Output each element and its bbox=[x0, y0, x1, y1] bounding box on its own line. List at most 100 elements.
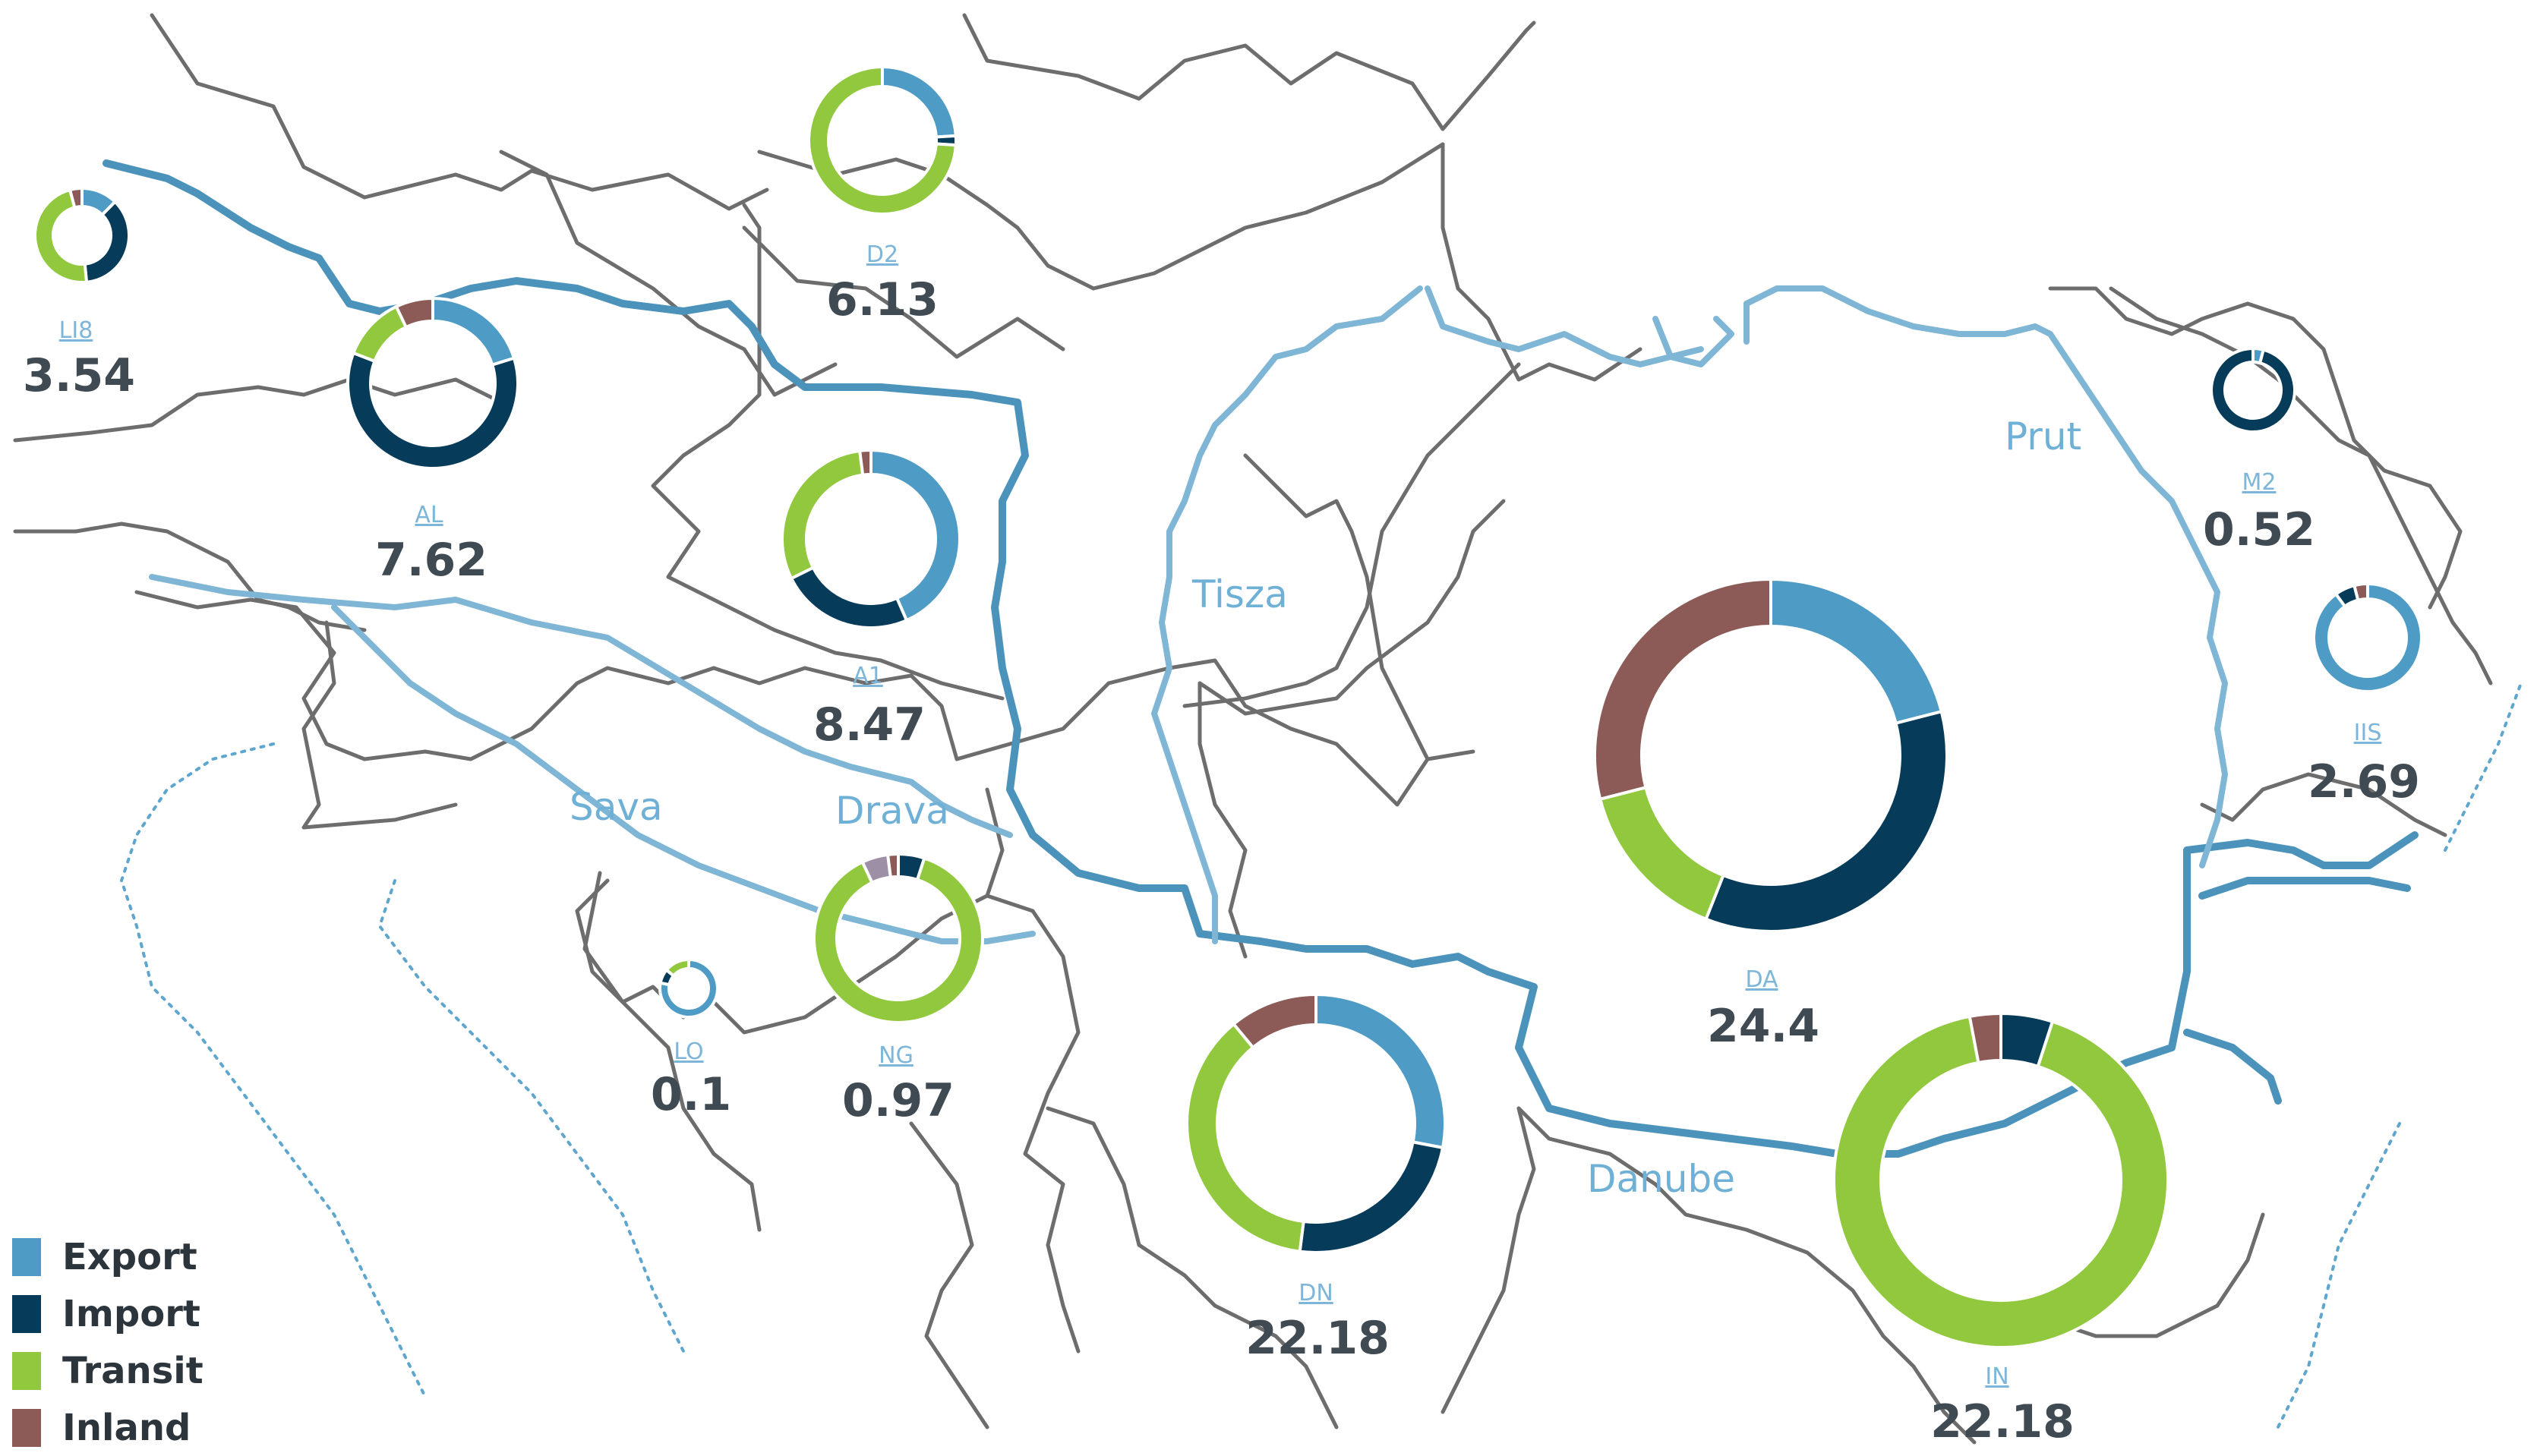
port-m2: M2 0.52 bbox=[2203, 346, 2315, 556]
donut-al bbox=[346, 296, 519, 470]
legend-label-import: Import bbox=[62, 1292, 200, 1335]
port-value-al: 7.62 bbox=[375, 534, 488, 587]
legend-swatch-export bbox=[12, 1237, 41, 1276]
port-code-iis: IIS bbox=[2354, 720, 2382, 746]
legend: Export Import Transit Inland bbox=[12, 1228, 331, 1456]
port-li8: LI8 3.54 bbox=[23, 186, 135, 402]
port-donuts: LI8 3.54 AL 7.62 D2 6.13 A1 8.47 LO 0.1 … bbox=[23, 65, 2423, 1448]
legend-item-export: Export bbox=[12, 1228, 331, 1285]
donut-segment-a1-export bbox=[869, 448, 961, 622]
donut-segment-da-inland bbox=[1593, 577, 1772, 802]
donut-d2 bbox=[807, 65, 958, 216]
donut-segment-m2-import bbox=[2210, 346, 2296, 433]
river-label-drava: Drava bbox=[835, 789, 949, 833]
river-labels: Sava Drava Tisza Danube Prut bbox=[570, 414, 2081, 1201]
port-d2: D2 6.13 bbox=[807, 65, 958, 326]
port-value-in: 22.18 bbox=[1930, 1395, 2075, 1448]
donut-segment-al-export bbox=[431, 296, 516, 367]
river-label-tisza: Tisza bbox=[1191, 572, 1288, 616]
donut-segment-lo-transit bbox=[664, 957, 690, 979]
donut-a1 bbox=[781, 448, 961, 629]
donut-segment-da-export bbox=[1769, 577, 1944, 726]
port-da: DA 24.4 bbox=[1593, 577, 1949, 1053]
donut-segment-a1-transit bbox=[781, 449, 865, 581]
legend-label-export: Export bbox=[62, 1235, 197, 1278]
port-code-ng: NG bbox=[879, 1042, 914, 1069]
donut-segment-d2-transit bbox=[807, 65, 958, 216]
donut-segment-iis-inland bbox=[2352, 581, 2369, 603]
tisza-river bbox=[1151, 285, 1423, 944]
river-label-prut: Prut bbox=[2005, 414, 2081, 459]
donut-segment-a1-import bbox=[789, 566, 909, 629]
donut-lo bbox=[658, 957, 719, 1019]
donut-li8 bbox=[33, 186, 131, 284]
legend-item-import: Import bbox=[12, 1285, 331, 1342]
port-code-a1: A1 bbox=[853, 663, 883, 689]
prut-river bbox=[1743, 285, 2228, 868]
port-code-lo: LO bbox=[674, 1038, 703, 1065]
donut-iis bbox=[2312, 581, 2423, 693]
legend-item-transit: Transit bbox=[12, 1342, 331, 1399]
port-value-m2: 0.52 bbox=[2203, 503, 2315, 556]
port-code-in: IN bbox=[1985, 1363, 2008, 1390]
donut-segment-a1-inland bbox=[857, 448, 872, 477]
donut-segment-da-transit bbox=[1598, 785, 1726, 922]
donut-segment-al-import bbox=[346, 351, 519, 470]
donut-segment-lo-export bbox=[658, 957, 719, 1019]
port-al: AL 7.62 bbox=[346, 296, 519, 587]
port-iis: IIS 2.69 bbox=[2308, 581, 2423, 808]
port-code-li8: LI8 bbox=[59, 317, 93, 344]
donut-ng bbox=[813, 852, 984, 1024]
port-value-li8: 3.54 bbox=[23, 349, 135, 402]
donut-segment-dn-inland bbox=[1231, 992, 1317, 1050]
danube-river bbox=[103, 159, 2419, 1158]
port-value-ng: 0.97 bbox=[842, 1074, 955, 1127]
port-value-dn: 22.18 bbox=[1245, 1312, 1390, 1365]
donut-segment-in-inland bbox=[1967, 1011, 2002, 1065]
donut-segment-dn-import bbox=[1298, 1140, 1445, 1254]
donut-in bbox=[1832, 1011, 2169, 1349]
donut-segment-in-transit bbox=[1832, 1014, 2169, 1349]
port-lo: LO 0.1 bbox=[651, 957, 731, 1121]
port-code-d2: D2 bbox=[866, 241, 898, 268]
port-ng: NG 0.97 bbox=[813, 852, 984, 1127]
donut-segment-li8-import bbox=[83, 199, 131, 284]
donut-segment-iis-export bbox=[2312, 581, 2423, 693]
donut-da bbox=[1593, 577, 1949, 933]
rivers bbox=[103, 159, 2419, 1158]
port-a1: A1 8.47 bbox=[781, 448, 961, 752]
legend-label-transit: Transit bbox=[62, 1349, 204, 1392]
legend-swatch-transit bbox=[12, 1351, 41, 1390]
port-value-da: 24.4 bbox=[1707, 1000, 1819, 1053]
port-in: IN 22.18 bbox=[1832, 1011, 2169, 1448]
port-code-al: AL bbox=[415, 502, 443, 528]
donut-segment-al-inland bbox=[394, 296, 434, 329]
port-code-da: DA bbox=[1745, 966, 1778, 993]
legend-item-inland: Inland bbox=[12, 1399, 331, 1456]
sava-river bbox=[331, 604, 1036, 944]
donut-dn bbox=[1185, 992, 1447, 1254]
legend-swatch-inland bbox=[12, 1408, 41, 1447]
donut-segment-ng-transit bbox=[813, 856, 984, 1024]
port-code-dn: DN bbox=[1298, 1280, 1333, 1306]
port-value-iis: 2.69 bbox=[2308, 755, 2420, 808]
donut-segment-ng-inland bbox=[885, 852, 900, 879]
coastlines bbox=[119, 682, 2523, 1429]
donut-segment-d2-export bbox=[881, 65, 958, 139]
port-value-d2: 6.13 bbox=[826, 273, 939, 326]
donut-m2 bbox=[2210, 346, 2296, 433]
legend-swatch-import bbox=[12, 1294, 41, 1333]
donut-segment-li8-transit bbox=[33, 188, 89, 284]
donut-segment-dn-export bbox=[1314, 992, 1447, 1150]
port-code-m2: M2 bbox=[2242, 469, 2277, 496]
river-label-sava: Sava bbox=[570, 785, 663, 829]
donut-segment-dn-transit bbox=[1185, 1022, 1305, 1253]
port-dn: DN 22.18 bbox=[1185, 992, 1447, 1365]
port-value-lo: 0.1 bbox=[651, 1068, 731, 1121]
port-value-a1: 8.47 bbox=[813, 698, 926, 752]
donut-segment-li8-inland bbox=[68, 186, 84, 210]
donut-segment-da-import bbox=[1704, 709, 1949, 933]
drava-river bbox=[149, 574, 1013, 838]
legend-label-inland: Inland bbox=[62, 1406, 191, 1449]
